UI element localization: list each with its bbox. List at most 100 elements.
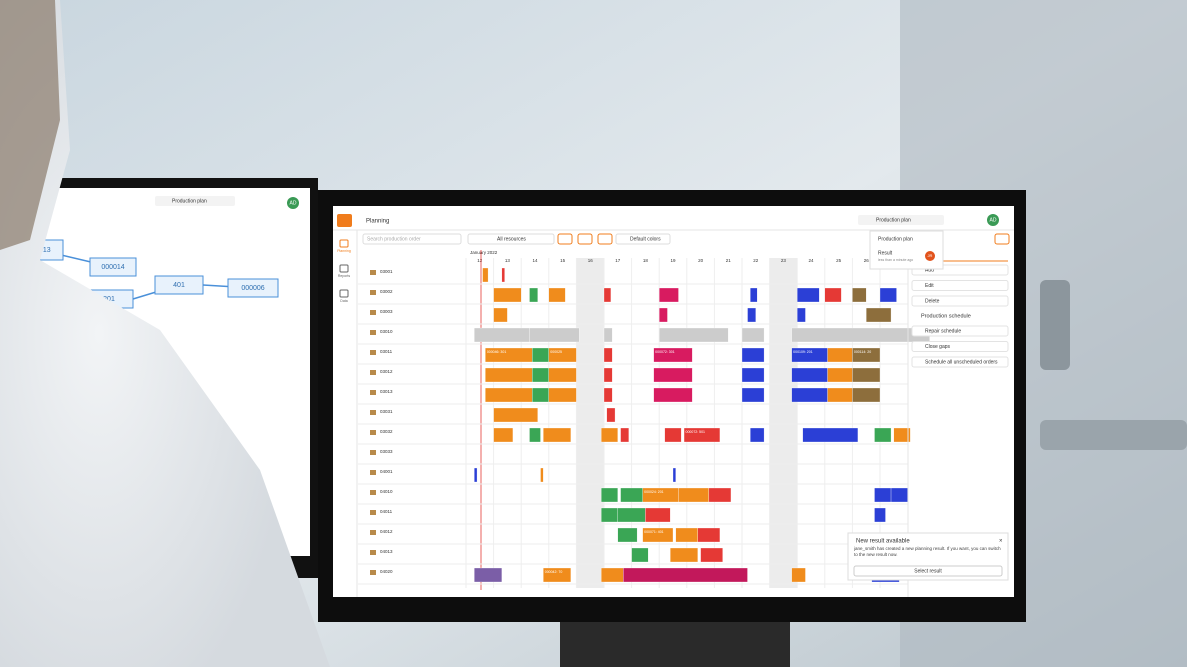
gantt-bar[interactable] [548, 367, 577, 383]
gantt-bar[interactable] [603, 387, 613, 403]
icon-button[interactable] [557, 233, 573, 245]
gantt-bar[interactable] [529, 327, 580, 343]
gantt-bar[interactable] [852, 347, 881, 363]
gantt-bar[interactable] [659, 287, 679, 303]
gantt-bar[interactable] [493, 427, 514, 443]
gantt-bar[interactable] [750, 427, 765, 443]
action-button[interactable] [911, 325, 1009, 337]
gantt-bar[interactable] [827, 347, 853, 363]
gantt-bar[interactable] [540, 467, 544, 483]
gantt-bar[interactable] [485, 367, 533, 383]
gantt-bar[interactable] [797, 307, 806, 323]
gantt-bar[interactable] [852, 387, 881, 403]
gantt-bar[interactable] [874, 507, 886, 523]
gantt-bar[interactable] [659, 307, 668, 323]
row-id[interactable]: 03013 [380, 389, 393, 394]
nav-icon[interactable] [339, 239, 349, 248]
gantt-bar[interactable] [866, 307, 892, 323]
nav-icon[interactable] [339, 289, 349, 298]
gantt-bar[interactable] [620, 427, 629, 443]
gantt-bar[interactable] [672, 467, 676, 483]
gantt-bar[interactable] [750, 287, 758, 303]
gantt-bar[interactable] [532, 387, 549, 403]
gantt-bar[interactable] [603, 347, 613, 363]
row-id[interactable]: 04020 [380, 569, 393, 574]
gantt-bar[interactable] [741, 367, 765, 383]
gantt-bar[interactable] [683, 427, 721, 443]
gantt-bar[interactable] [532, 367, 549, 383]
gantt-bar[interactable] [893, 427, 911, 443]
gantt-bar[interactable] [603, 287, 612, 303]
gantt-bar[interactable] [482, 267, 489, 283]
gantt-bar[interactable] [874, 487, 892, 503]
gantt-bar[interactable] [741, 387, 765, 403]
action-button[interactable] [911, 280, 1009, 291]
gantt-bar[interactable] [670, 547, 698, 563]
gantt-bar[interactable] [675, 527, 698, 543]
row-id[interactable]: 04012 [380, 529, 393, 534]
row-id[interactable]: 04011 [380, 509, 393, 514]
dropdown-plan[interactable]: Production plan [878, 236, 913, 242]
gantt-bar[interactable] [543, 567, 572, 583]
plan-selector[interactable]: Production plan [876, 217, 911, 223]
close-button[interactable]: × [999, 539, 1003, 545]
gantt-bar[interactable] [791, 567, 806, 583]
gantt-bar[interactable] [708, 487, 732, 503]
row-id[interactable]: 03002 [380, 289, 393, 294]
gantt-bar[interactable] [529, 427, 541, 443]
gantt-bar[interactable] [653, 387, 693, 403]
gantt-bar[interactable] [529, 287, 538, 303]
gantt-bar[interactable] [606, 407, 616, 423]
gantt-bar[interactable] [852, 367, 881, 383]
gantt-bar[interactable] [791, 327, 930, 343]
gantt-bar[interactable] [874, 427, 892, 443]
gantt-bar[interactable] [824, 287, 842, 303]
row-id[interactable]: 03012 [380, 369, 393, 374]
gantt-bar[interactable] [601, 427, 618, 443]
gantt-bar[interactable] [601, 507, 618, 523]
gantt-bar[interactable] [791, 367, 828, 383]
row-id[interactable]: 04001 [380, 469, 393, 474]
gantt-bar[interactable] [493, 307, 508, 323]
avatar[interactable] [987, 214, 999, 226]
gantt-bar[interactable] [623, 567, 748, 583]
resources-select[interactable] [467, 233, 555, 245]
gantt-bar[interactable] [827, 387, 853, 403]
gantt-bar[interactable] [664, 427, 682, 443]
gantt-bar[interactable] [741, 327, 765, 343]
icon-button[interactable] [577, 233, 593, 245]
gantt-bar[interactable] [791, 387, 828, 403]
gantt-bar[interactable] [879, 287, 897, 303]
gantt-bar[interactable] [797, 287, 820, 303]
gantt-bar[interactable] [548, 347, 577, 363]
gantt-bar[interactable] [493, 287, 522, 303]
gantt-bar[interactable] [645, 507, 671, 523]
colors-select[interactable] [615, 233, 671, 245]
gantt-bar[interactable] [700, 547, 723, 563]
row-id[interactable]: 03011 [380, 349, 393, 354]
action-button[interactable] [911, 341, 1009, 352]
gantt-bar[interactable] [485, 387, 533, 403]
gantt-bar[interactable] [501, 267, 505, 283]
gantt-bar[interactable] [631, 547, 649, 563]
node[interactable] [227, 278, 279, 298]
gantt-bar[interactable] [697, 527, 721, 543]
row-id[interactable]: 04010 [380, 489, 393, 494]
row-id[interactable]: 03033 [380, 449, 393, 454]
node[interactable] [154, 275, 204, 295]
gantt-bar[interactable] [548, 287, 566, 303]
gantt-bar[interactable] [617, 527, 638, 543]
node[interactable] [89, 257, 137, 277]
gantt-bar[interactable] [620, 487, 643, 503]
gantt-bar[interactable] [532, 347, 549, 363]
dropdown-result[interactable]: Result [878, 250, 893, 256]
gantt-bar[interactable] [617, 507, 646, 523]
gantt-bar[interactable] [493, 407, 538, 423]
row-id[interactable]: 03031 [380, 409, 393, 414]
gantt-bar[interactable] [642, 527, 674, 543]
gantt-bar[interactable] [827, 367, 853, 383]
gantt-bar[interactable] [802, 427, 859, 443]
menu-button[interactable] [994, 233, 1010, 245]
gantt-bar[interactable] [601, 487, 618, 503]
gantt-bar[interactable] [653, 367, 693, 383]
